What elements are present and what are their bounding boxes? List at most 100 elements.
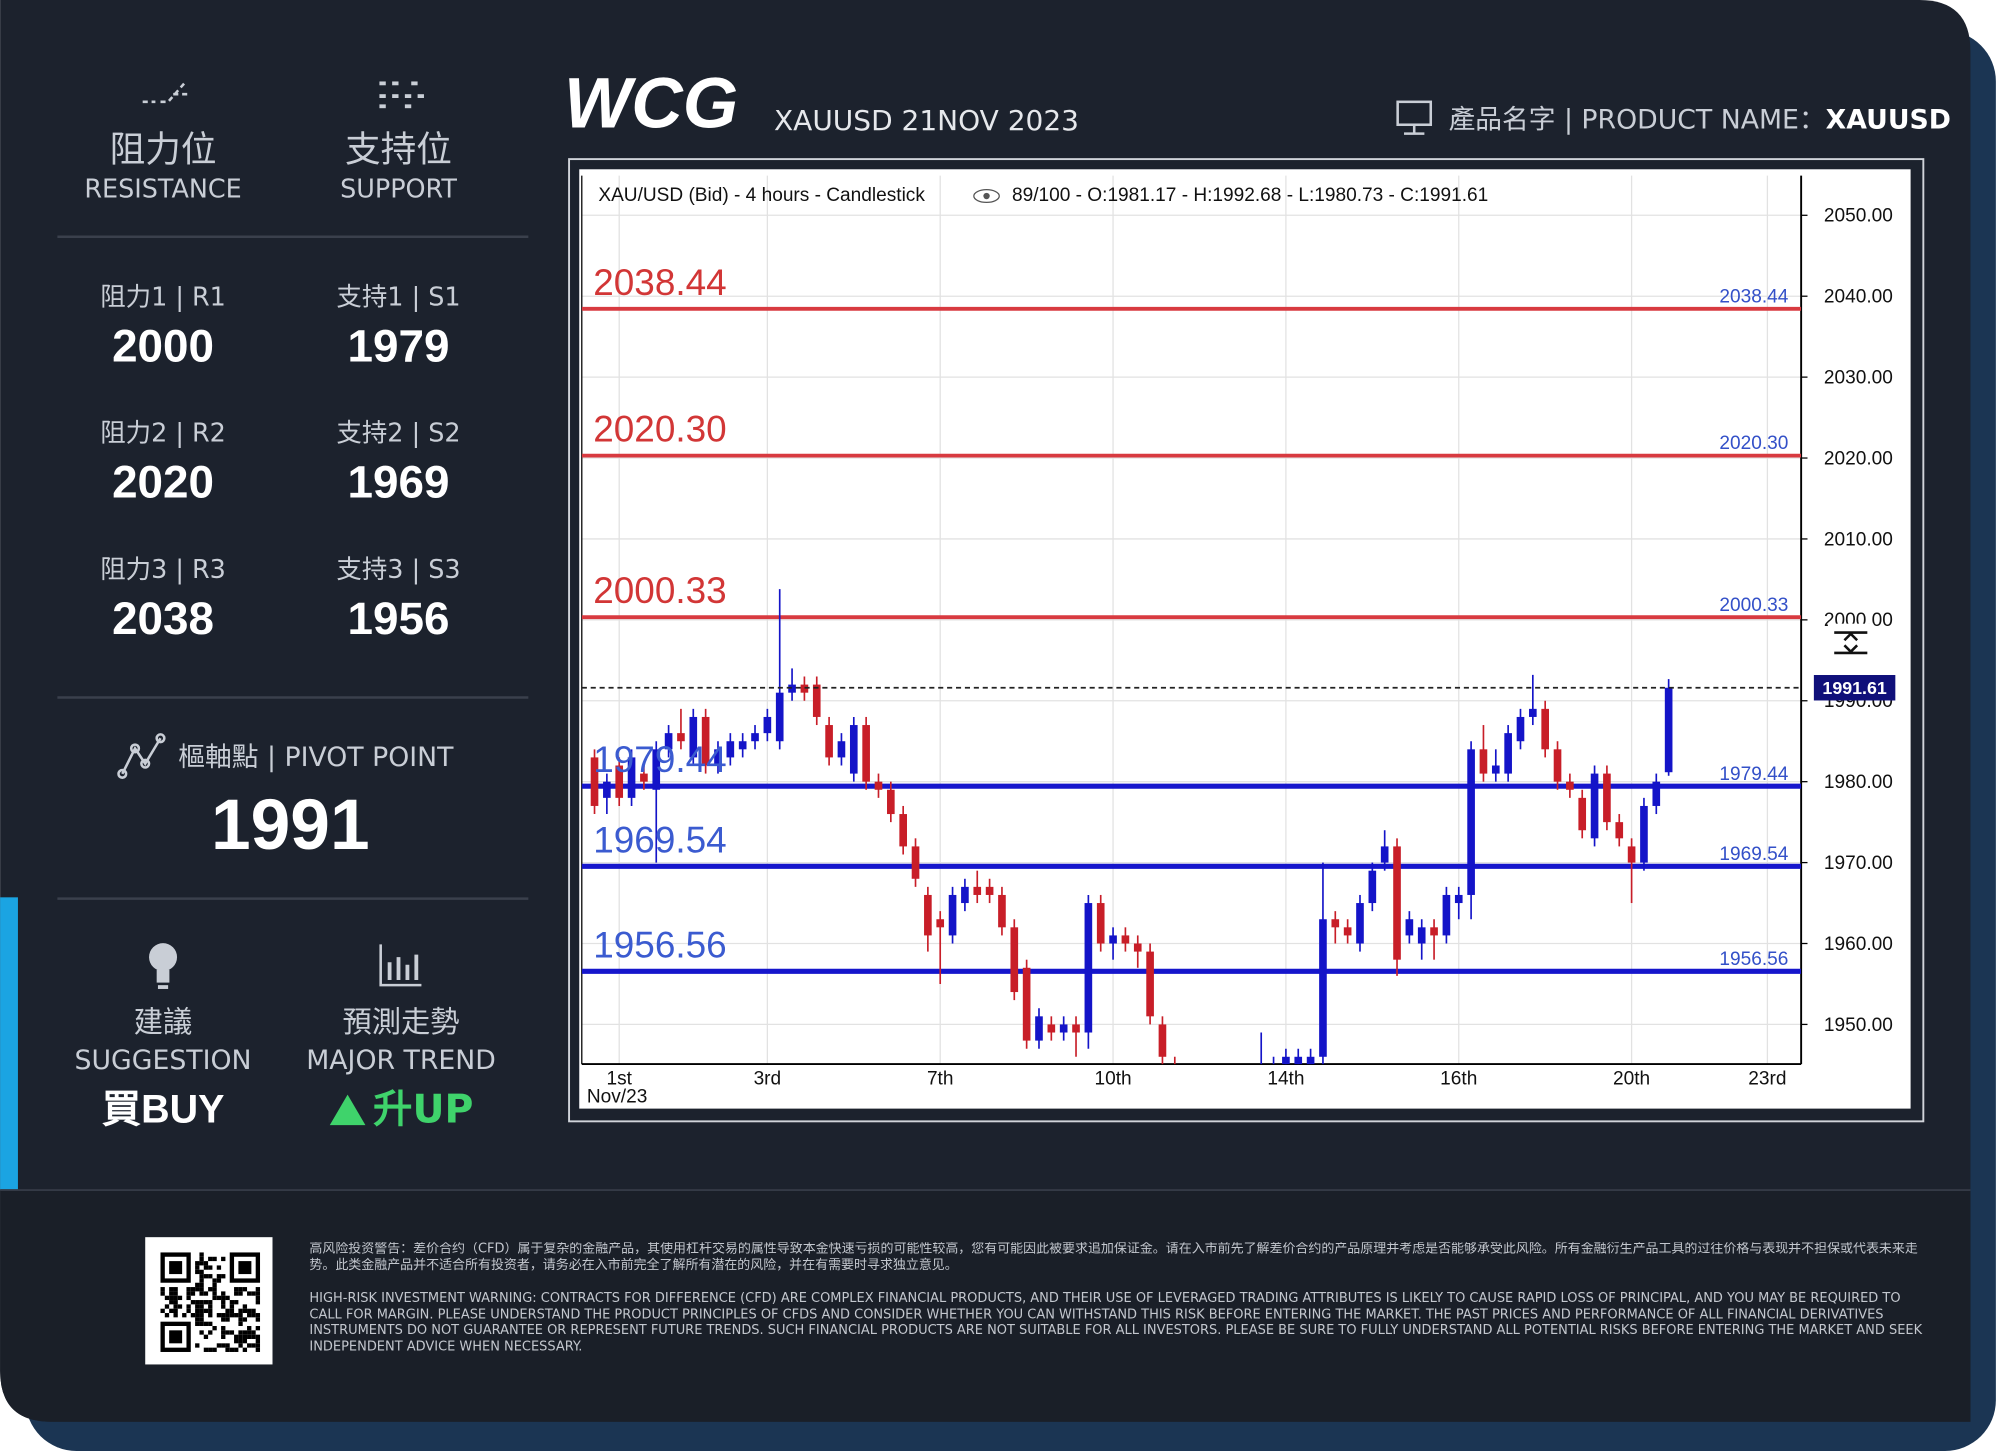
support-icon [379,81,424,109]
qr-finder [169,1261,183,1275]
qr-module [234,1291,239,1296]
candle-body [652,749,661,790]
qr-module [221,1295,226,1301]
qr-module [173,1308,178,1314]
candle-body [1022,967,1031,1041]
qr-module [195,1269,200,1275]
qr-finder [169,1330,183,1344]
qr-module [199,1269,204,1275]
candle-body [961,886,969,904]
level-label: 支持2 | S2 [336,419,460,449]
qr-module [195,1261,200,1266]
candle-body [1553,749,1562,782]
qr-module [203,1347,209,1352]
chart-subtitle: 89/100 - O:1981.17 - H:1992.68 - L:1980.… [1012,185,1488,206]
candle-body [775,692,784,742]
qr-module [169,1295,174,1301]
candle-body [887,789,895,815]
qr-module [190,1287,196,1292]
qr-module [203,1291,209,1296]
qr-module [229,1300,235,1305]
qr-module [238,1343,243,1348]
qr-module [199,1287,204,1292]
candle-body [1109,935,1117,944]
qr-module [255,1343,261,1348]
qr-module [251,1308,256,1314]
qr-module [216,1313,222,1318]
qr-module [221,1334,226,1339]
qr-module [242,1304,248,1309]
y-tick-label: 2030.00 [1824,367,1893,388]
qr-module [225,1317,230,1322]
candle-body [1479,749,1488,774]
candle-body [714,749,722,766]
candle-body [1566,781,1574,790]
candle-body [1627,846,1636,863]
qr-module [199,1317,204,1322]
qr-module [247,1326,252,1331]
qr-module [221,1313,226,1318]
qr-module [247,1330,252,1335]
qr-module [160,1308,165,1314]
qr-module [173,1295,178,1301]
candle-body [689,716,698,758]
candle-body [1603,773,1611,823]
qr-module [195,1321,200,1327]
qr-module [208,1347,213,1352]
resistance-axis-label: 2038.44 [1719,286,1788,307]
qr-module [208,1304,213,1309]
qr-module [238,1287,243,1292]
qr-module [212,1326,217,1331]
y-tick-label: 1960.00 [1824,934,1893,955]
resistance-label: 2038.44 [593,262,726,303]
candle-body [1454,894,1463,904]
qr-module [195,1308,200,1314]
qr-module [234,1347,239,1352]
candle-body [1331,919,1340,928]
qr-module [212,1256,217,1262]
pivot-icon [117,733,166,779]
candle-body [1343,927,1352,936]
qr-module [255,1338,261,1344]
qr-module [212,1278,217,1283]
y-tick-label: 1980.00 [1824,772,1893,793]
candle-body [911,846,920,879]
qr-module [203,1321,209,1327]
qr-module [255,1334,261,1339]
qr-module [186,1287,191,1292]
resistance-title: 阻力位 [110,130,217,171]
y-tick-label: 1970.00 [1824,853,1893,874]
qr-module [164,1313,170,1318]
candle-body [726,741,735,758]
candle-body [1047,1024,1056,1033]
qr-module [199,1282,204,1288]
support-label: 1979.44 [593,739,726,780]
disclaimer: 高风险投资警告：差价合约（CFD）属于复杂的金融产品，其使用杠杆交易的属性导致本… [309,1242,1922,1354]
candle-body [924,894,932,936]
qr-module [229,1330,235,1335]
support-axis-label: 1956.56 [1719,949,1788,970]
support-axis-label: 1979.44 [1719,764,1788,785]
qr-finder [238,1261,252,1275]
y-tick-label: 2020.00 [1824,448,1893,469]
qr-pattern [160,1252,261,1352]
candle-body [640,773,648,782]
y-tick-label: 2010.00 [1824,529,1893,550]
candle-body [1516,716,1525,742]
header-subtitle: XAUUSD 21NOV 2023 [774,104,1079,137]
qr-module [182,1313,187,1318]
candle-body [800,684,809,693]
candle-body [812,684,821,717]
qr-module [203,1265,209,1270]
qr-module [208,1321,213,1327]
trend-arrow [329,1094,366,1126]
qr-module [208,1274,213,1279]
candle-body [1059,1024,1068,1033]
qr-module [229,1313,235,1318]
x-tick-label: 16th [1440,1068,1477,1089]
qr-module [238,1313,243,1318]
qr-module [255,1300,261,1305]
x-tick-label: 20th [1613,1068,1650,1089]
qr-module [177,1295,183,1301]
